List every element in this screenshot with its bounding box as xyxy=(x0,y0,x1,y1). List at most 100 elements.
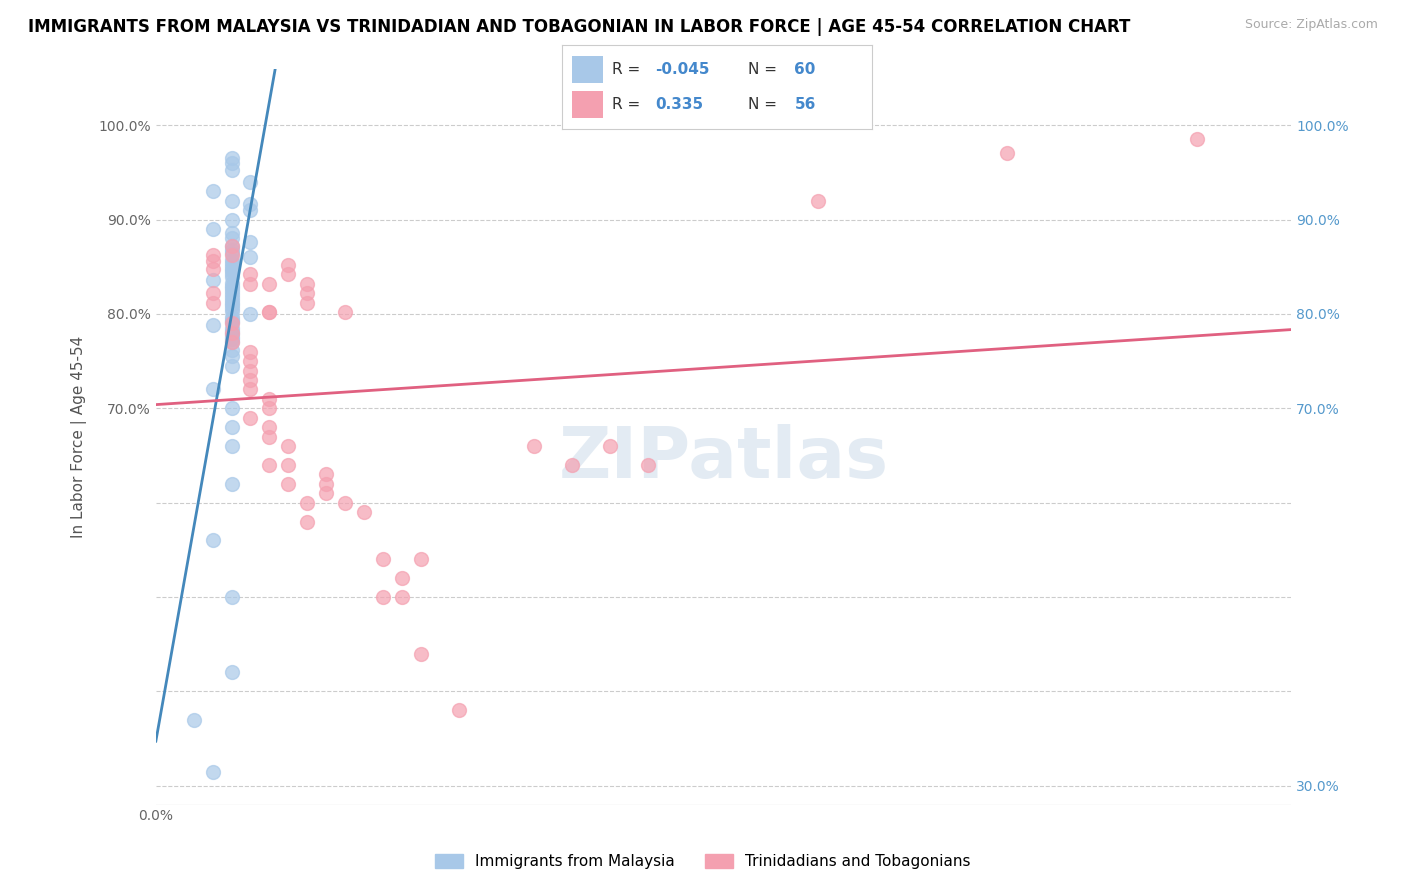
Y-axis label: In Labor Force | Age 45-54: In Labor Force | Age 45-54 xyxy=(72,335,87,538)
Point xyxy=(221,590,243,604)
Point xyxy=(297,295,319,310)
Point xyxy=(221,243,243,257)
Point xyxy=(297,277,319,291)
Legend: Immigrants from Malaysia, Trinidadians and Tobagonians: Immigrants from Malaysia, Trinidadians a… xyxy=(429,848,977,875)
Text: 56: 56 xyxy=(794,97,815,112)
Point xyxy=(221,276,243,290)
Text: 60: 60 xyxy=(794,62,815,77)
Point xyxy=(221,256,243,270)
Point xyxy=(221,401,243,416)
Point xyxy=(221,332,243,346)
Point xyxy=(353,505,375,519)
Point xyxy=(221,163,243,178)
Point xyxy=(297,286,319,301)
Point xyxy=(221,329,243,343)
Point xyxy=(221,284,243,298)
Bar xyxy=(572,55,603,83)
Text: Source: ZipAtlas.com: Source: ZipAtlas.com xyxy=(1244,18,1378,31)
Point xyxy=(259,392,281,406)
Point xyxy=(221,324,243,338)
Point xyxy=(239,277,262,291)
Point xyxy=(239,235,262,249)
Point xyxy=(221,301,243,316)
Text: R =: R = xyxy=(612,62,645,77)
Point xyxy=(315,467,337,482)
Point xyxy=(221,315,243,329)
Point xyxy=(239,175,262,189)
Point xyxy=(221,326,243,340)
Point xyxy=(259,458,281,472)
Point xyxy=(259,305,281,319)
Point xyxy=(221,278,243,293)
Point xyxy=(221,287,243,301)
Point xyxy=(221,326,243,341)
Point xyxy=(277,258,299,272)
Point xyxy=(315,476,337,491)
Point xyxy=(259,305,281,319)
Text: ZIPatlas: ZIPatlas xyxy=(558,425,889,493)
Point xyxy=(277,439,299,453)
Point xyxy=(201,222,224,236)
Point xyxy=(259,277,281,291)
Point xyxy=(221,264,243,278)
Point xyxy=(277,267,299,281)
Point xyxy=(277,476,299,491)
Point xyxy=(599,439,621,453)
Point xyxy=(259,429,281,443)
Point xyxy=(523,439,546,453)
Point xyxy=(221,310,243,324)
Point xyxy=(201,383,224,397)
Point xyxy=(447,703,470,717)
Point xyxy=(221,226,243,240)
Text: 0.335: 0.335 xyxy=(655,97,703,112)
Point xyxy=(1185,132,1208,146)
Point xyxy=(201,254,224,268)
Point xyxy=(221,316,243,330)
Point xyxy=(409,552,432,566)
Point xyxy=(221,321,243,335)
Point xyxy=(221,248,243,262)
Text: -0.045: -0.045 xyxy=(655,62,710,77)
Bar xyxy=(572,91,603,119)
Point xyxy=(201,261,224,276)
Point xyxy=(221,295,243,310)
Point xyxy=(297,515,319,529)
Point xyxy=(221,281,243,295)
Point xyxy=(221,194,243,208)
Point xyxy=(371,552,394,566)
Point xyxy=(221,231,243,245)
Point xyxy=(201,273,224,287)
Point xyxy=(239,203,262,218)
Point xyxy=(221,304,243,318)
Point xyxy=(221,335,243,350)
Point xyxy=(221,239,243,253)
Point xyxy=(391,571,413,585)
Point xyxy=(637,458,659,472)
Text: IMMIGRANTS FROM MALAYSIA VS TRINIDADIAN AND TOBAGONIAN IN LABOR FORCE | AGE 45-5: IMMIGRANTS FROM MALAYSIA VS TRINIDADIAN … xyxy=(28,18,1130,36)
Point xyxy=(221,246,243,260)
Point xyxy=(221,239,243,253)
Point xyxy=(221,151,243,165)
Point xyxy=(239,250,262,264)
Point xyxy=(221,335,243,350)
Point xyxy=(221,420,243,434)
Point xyxy=(333,305,356,319)
Point xyxy=(239,267,262,281)
Point xyxy=(391,590,413,604)
Point xyxy=(239,307,262,321)
Point xyxy=(371,590,394,604)
Point xyxy=(221,267,243,281)
Point xyxy=(239,373,262,387)
Point xyxy=(221,359,243,373)
Point xyxy=(201,318,224,333)
Point xyxy=(201,184,224,198)
Point xyxy=(221,261,243,276)
Text: R =: R = xyxy=(612,97,650,112)
Point xyxy=(561,458,583,472)
Point xyxy=(221,349,243,363)
Point xyxy=(259,420,281,434)
Point xyxy=(201,533,224,548)
Point xyxy=(807,194,830,208)
Point xyxy=(409,647,432,661)
Point xyxy=(221,312,243,326)
